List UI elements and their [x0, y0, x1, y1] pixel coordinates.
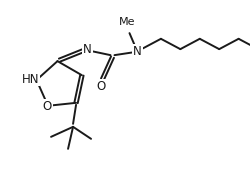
Text: N: N	[133, 45, 142, 58]
Text: Me: Me	[119, 17, 136, 27]
Text: HN: HN	[22, 73, 39, 85]
Text: O: O	[97, 80, 106, 93]
Text: N: N	[83, 43, 92, 56]
Text: O: O	[42, 100, 51, 113]
